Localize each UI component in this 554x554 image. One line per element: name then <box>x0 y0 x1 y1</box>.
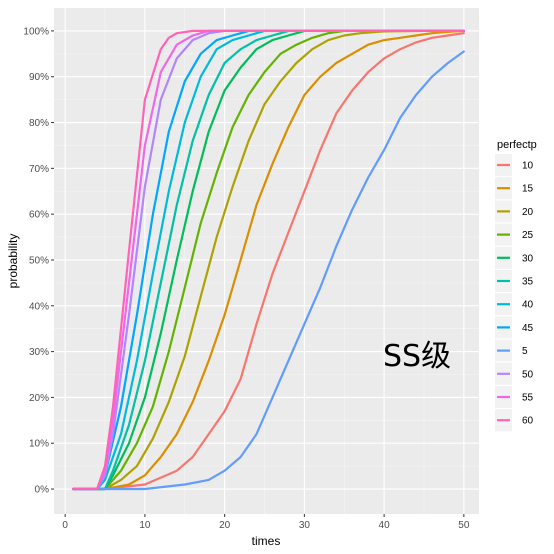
y-tick-label: 50% <box>29 255 49 266</box>
series-lines <box>71 29 465 491</box>
x-tick-label: 0 <box>62 520 68 531</box>
legend-label-60: 60 <box>522 416 534 427</box>
legend-label-30: 30 <box>522 253 534 264</box>
x-tick-label: 50 <box>458 520 470 531</box>
legend-label-5: 5 <box>522 346 528 357</box>
legend-label-40: 40 <box>522 300 534 311</box>
x-axis: 0 10 20 30 40 50 <box>62 514 470 531</box>
y-tick-label: 90% <box>29 72 49 83</box>
y-tick-label: 100% <box>23 26 49 37</box>
y-tick-label: 0% <box>35 485 50 496</box>
series-line-5 <box>71 50 465 491</box>
y-tick-label: 40% <box>29 301 49 312</box>
legend-label-55: 55 <box>522 393 534 404</box>
x-tick-label: 20 <box>219 520 231 531</box>
plot-panel <box>54 8 479 514</box>
y-tick-label: 30% <box>29 347 49 358</box>
legend-label-45: 45 <box>522 323 534 334</box>
y-tick-label: 80% <box>29 118 49 129</box>
legend-label-35: 35 <box>522 277 534 288</box>
x-tick-label: 30 <box>299 520 311 531</box>
legend-label-25: 25 <box>522 230 534 241</box>
x-tick-label: 10 <box>139 520 151 531</box>
y-axis-title: probability <box>6 234 20 289</box>
series-line-10 <box>71 32 465 491</box>
legend-label-20: 20 <box>522 207 534 218</box>
legend-title: perfectp <box>497 139 537 151</box>
y-tick-label: 10% <box>29 439 49 450</box>
y-axis: 0% 10% 20% 30% 40% 50% 60% 70% 80% 90% 100% <box>23 26 54 496</box>
series-line-60 <box>71 29 465 491</box>
legend-label-10: 10 <box>522 161 534 172</box>
legend-label-15: 15 <box>522 184 534 195</box>
chart-annotation: SS级 <box>383 339 451 374</box>
y-tick-label: 20% <box>29 393 49 404</box>
legend-label-50: 50 <box>522 369 534 380</box>
x-tick-label: 40 <box>379 520 391 531</box>
x-axis-title: times <box>252 534 281 548</box>
legend: perfectp 10 15 20 25 30 35 40 45 5 50 55 60 <box>495 139 537 432</box>
y-tick-label: 70% <box>29 164 49 175</box>
series-line-15 <box>71 29 465 491</box>
legend-items: 10 15 20 25 30 35 40 45 5 50 55 60 <box>495 154 534 432</box>
y-tick-label: 60% <box>29 210 49 221</box>
series-line-20 <box>71 29 465 491</box>
